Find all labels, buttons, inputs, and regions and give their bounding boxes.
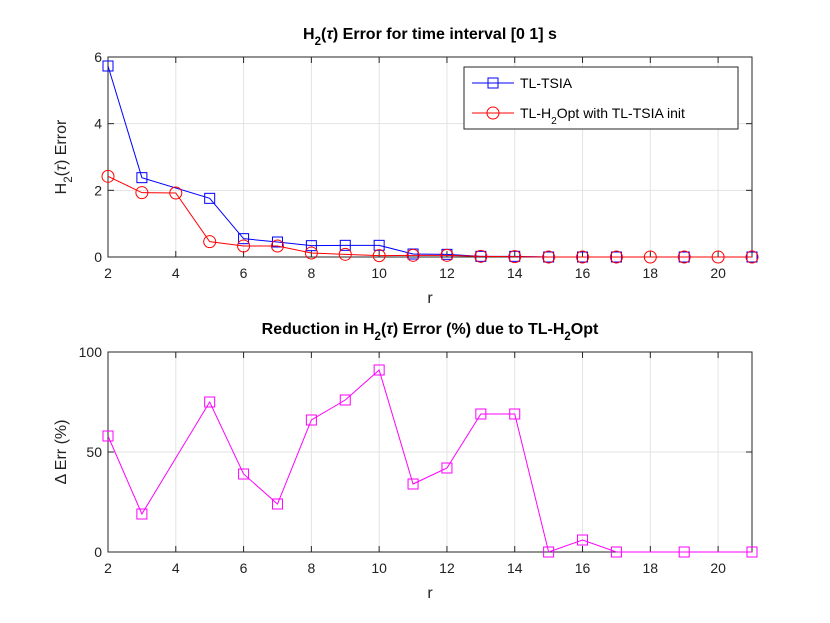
y-tick-label: 0 bbox=[94, 544, 102, 560]
data-point bbox=[136, 508, 148, 520]
x-tick-label: 20 bbox=[710, 265, 726, 281]
data-point bbox=[406, 248, 420, 262]
data-point bbox=[271, 498, 283, 510]
bottom-chart: Reduction in H2​(τ) Error (%) due to TL-… bbox=[53, 321, 758, 602]
x-tick-label: 14 bbox=[507, 560, 523, 576]
data-point bbox=[746, 546, 758, 558]
x-tick-label: 12 bbox=[439, 560, 455, 576]
top-chart: H2​(τ) Error for time interval [0 1] s r… bbox=[53, 26, 759, 307]
data-point bbox=[440, 248, 454, 262]
x-tick-label: 12 bbox=[439, 265, 455, 281]
data-point bbox=[169, 186, 183, 200]
data-point bbox=[339, 394, 351, 406]
data-point bbox=[237, 239, 251, 253]
data-point bbox=[610, 546, 622, 558]
data-point bbox=[270, 239, 284, 253]
data-point bbox=[373, 239, 385, 251]
data-point bbox=[338, 247, 352, 261]
data-point bbox=[643, 250, 657, 264]
data-point bbox=[238, 233, 250, 245]
legend-label: TL-TSIA bbox=[520, 75, 573, 91]
x-tick-label: 16 bbox=[575, 560, 591, 576]
data-point bbox=[304, 246, 318, 260]
chart-title: H2​(τ) Error for time interval [0 1] s bbox=[303, 26, 557, 48]
y-tick-label: 6 bbox=[94, 49, 102, 65]
data-point bbox=[508, 250, 522, 264]
data-point bbox=[238, 468, 250, 480]
data-point bbox=[102, 60, 114, 72]
x-tick-label: 2 bbox=[104, 560, 112, 576]
data-point bbox=[543, 546, 555, 558]
y-tick-label: 100 bbox=[79, 344, 103, 360]
legend-label: TL-H2​Opt with TL-TSIA init bbox=[520, 105, 685, 127]
x-tick-label: 14 bbox=[507, 265, 523, 281]
data-point bbox=[135, 186, 149, 200]
x-tick-label: 8 bbox=[307, 265, 315, 281]
x-tick-label: 18 bbox=[643, 560, 659, 576]
data-point bbox=[372, 249, 386, 263]
data-point bbox=[407, 478, 419, 490]
data-point bbox=[373, 364, 385, 376]
axes-frame bbox=[107, 56, 753, 258]
x-tick-label: 4 bbox=[172, 265, 180, 281]
data-point bbox=[102, 430, 114, 442]
x-tick-label: 10 bbox=[371, 265, 387, 281]
x-tick-label: 6 bbox=[240, 265, 248, 281]
data-point bbox=[678, 546, 690, 558]
data-point bbox=[677, 250, 691, 264]
data-point bbox=[305, 414, 317, 426]
y-tick-label: 4 bbox=[94, 116, 102, 132]
x-tick-label: 6 bbox=[240, 560, 248, 576]
legend-swatch-marker bbox=[487, 77, 499, 89]
y-tick-label: 0 bbox=[94, 249, 102, 265]
x-tick-label: 10 bbox=[371, 560, 387, 576]
data-point bbox=[475, 408, 487, 420]
data-point bbox=[474, 249, 488, 263]
y-axis-label: H2​(τ) Error bbox=[53, 119, 75, 194]
x-tick-label: 16 bbox=[575, 265, 591, 281]
data-point bbox=[203, 235, 217, 249]
data-point bbox=[577, 534, 589, 546]
chart-title: Reduction in H2​(τ) Error (%) due to TL-… bbox=[262, 321, 599, 343]
y-axis-label: Δ Err (%) bbox=[53, 420, 70, 485]
data-point bbox=[509, 408, 521, 420]
x-tick-label: 18 bbox=[643, 265, 659, 281]
data-point bbox=[339, 239, 351, 251]
x-tick-label: 20 bbox=[710, 560, 726, 576]
y-tick-label: 2 bbox=[94, 182, 102, 198]
data-point bbox=[711, 250, 725, 264]
x-axis-label: r bbox=[427, 585, 433, 602]
data-point bbox=[609, 250, 623, 264]
legend-swatch-marker bbox=[486, 106, 500, 120]
data-point bbox=[542, 250, 556, 264]
data-point bbox=[204, 192, 216, 204]
data-point bbox=[101, 169, 115, 183]
data-point bbox=[745, 250, 759, 264]
x-tick-label: 8 bbox=[307, 560, 315, 576]
data-point bbox=[305, 240, 317, 252]
x-tick-label: 4 bbox=[172, 560, 180, 576]
y-tick-label: 50 bbox=[86, 444, 102, 460]
data-point bbox=[204, 396, 216, 408]
data-point bbox=[136, 172, 148, 184]
legend-box bbox=[463, 66, 739, 130]
data-point bbox=[441, 462, 453, 474]
data-point bbox=[576, 250, 590, 264]
x-tick-label: 2 bbox=[104, 265, 112, 281]
series-line bbox=[107, 369, 752, 553]
x-axis-label: r bbox=[427, 290, 433, 307]
